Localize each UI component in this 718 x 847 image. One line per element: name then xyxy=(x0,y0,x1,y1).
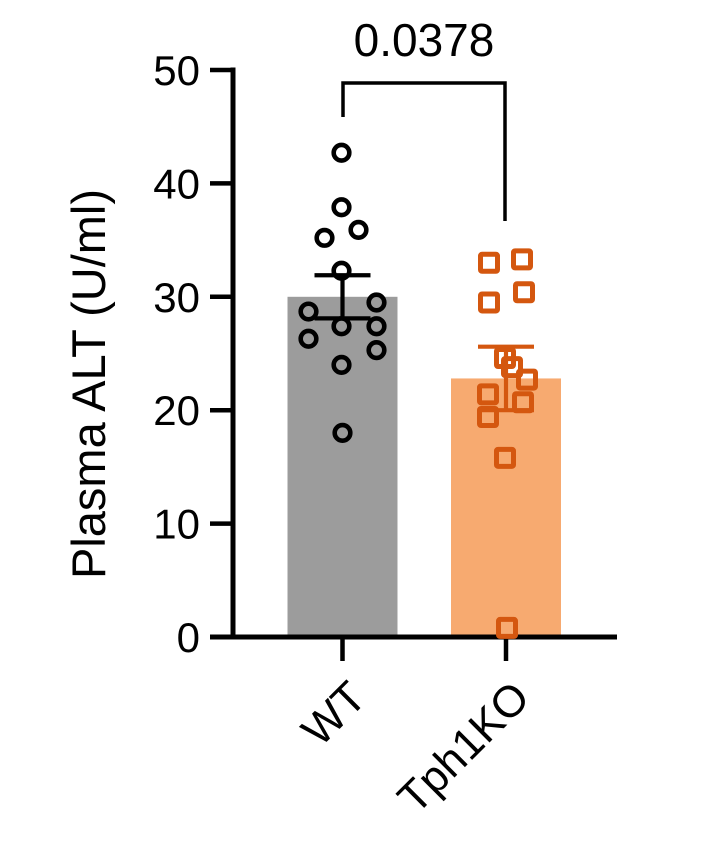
wt-data-point xyxy=(331,316,352,337)
wt-data-point xyxy=(348,219,369,240)
tph1ko-data-point xyxy=(501,356,523,379)
significance-bracket xyxy=(341,81,507,221)
wt-data-point xyxy=(298,328,319,349)
tph1ko-data-point xyxy=(516,368,538,391)
wt-data-point xyxy=(298,301,319,322)
tph1ko-data-point xyxy=(478,251,500,274)
p-value-label: 0.0378 xyxy=(354,14,495,66)
y-tick-label-20: 20 xyxy=(153,387,200,434)
tph1ko-data-point xyxy=(478,291,500,314)
tph1ko-data-point xyxy=(511,248,533,271)
tph1ko-data-point xyxy=(477,383,499,406)
wt-data-point xyxy=(366,339,387,361)
wt-data-point xyxy=(366,316,387,337)
x-tick-label-tph1ko: Tph1KO xyxy=(389,672,540,823)
wt-data-point xyxy=(332,422,353,443)
tph1ko-data-point xyxy=(496,616,518,639)
bar-wt xyxy=(287,296,398,637)
y-axis-label: Plasma ALT (U/ml) xyxy=(62,189,115,579)
wt-data-point xyxy=(331,197,352,218)
y-tick-label-30: 30 xyxy=(153,274,200,321)
wt-data-point xyxy=(331,142,352,163)
y-tick-label-10: 10 xyxy=(153,501,200,548)
x-tick-label-wt: WT xyxy=(293,672,376,755)
bar-tph1ko xyxy=(451,378,561,637)
tph1ko-data-point xyxy=(513,281,535,304)
tph1ko-data-point xyxy=(494,446,516,469)
y-tick-label-0: 0 xyxy=(177,614,200,661)
tph1ko-data-point xyxy=(477,406,499,429)
tph1ko-data-point xyxy=(512,391,534,414)
y-tick-label-40: 40 xyxy=(153,160,200,207)
wt-data-point xyxy=(314,227,335,248)
y-tick-label-50: 50 xyxy=(153,47,200,94)
wt-data-point xyxy=(331,354,352,375)
wt-data-point xyxy=(366,292,387,313)
wt-data-point xyxy=(331,260,352,281)
